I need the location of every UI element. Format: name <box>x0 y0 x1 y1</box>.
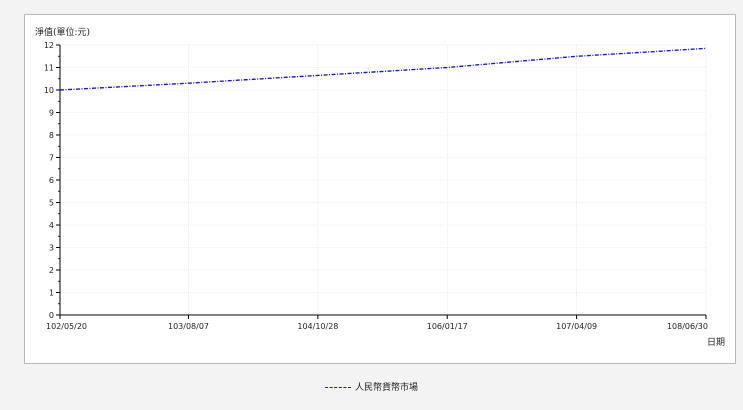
y-tick-label: 6 <box>49 176 54 185</box>
y-tick-label: 5 <box>49 199 54 208</box>
legend-swatch <box>324 386 351 388</box>
y-tick-label: 1 <box>49 289 54 298</box>
y-tick-label: 8 <box>49 131 54 140</box>
y-tick-label: 7 <box>49 154 54 163</box>
x-tick-label: 108/06/30 <box>667 322 708 331</box>
series <box>59 47 707 91</box>
y-axis-title: 淨值(單位:元) <box>35 26 90 38</box>
y-tick-label: 0 <box>49 311 54 320</box>
y-tick-label: 12 <box>44 41 54 50</box>
y-tick-label: 4 <box>49 221 54 230</box>
y-tick-label: 10 <box>44 86 54 95</box>
x-tick-label: 106/01/17 <box>427 322 468 331</box>
y-tick-label: 9 <box>49 109 54 118</box>
legend-label: 人民幣貨幣市場 <box>354 383 418 393</box>
y-tick-label: 3 <box>49 244 54 253</box>
legend: 人民幣貨幣市場 <box>0 380 743 393</box>
x-tick-label: 104/10/28 <box>297 322 338 331</box>
grid <box>60 44 707 315</box>
x-tick-label: 107/04/09 <box>556 322 597 331</box>
chart-panel: 0 1 2 3 4 5 6 7 8 9 10 11 12 102/05/20 103/08/07 104/10… <box>24 14 736 364</box>
x-axis-title: 日期 <box>707 337 725 348</box>
series-line <box>59 47 707 91</box>
x-tick-label: 102/05/20 <box>46 322 87 331</box>
y-tick-label: 2 <box>49 266 54 275</box>
y-tick-label: 11 <box>44 64 54 73</box>
x-tick-label: 103/08/07 <box>168 322 209 331</box>
